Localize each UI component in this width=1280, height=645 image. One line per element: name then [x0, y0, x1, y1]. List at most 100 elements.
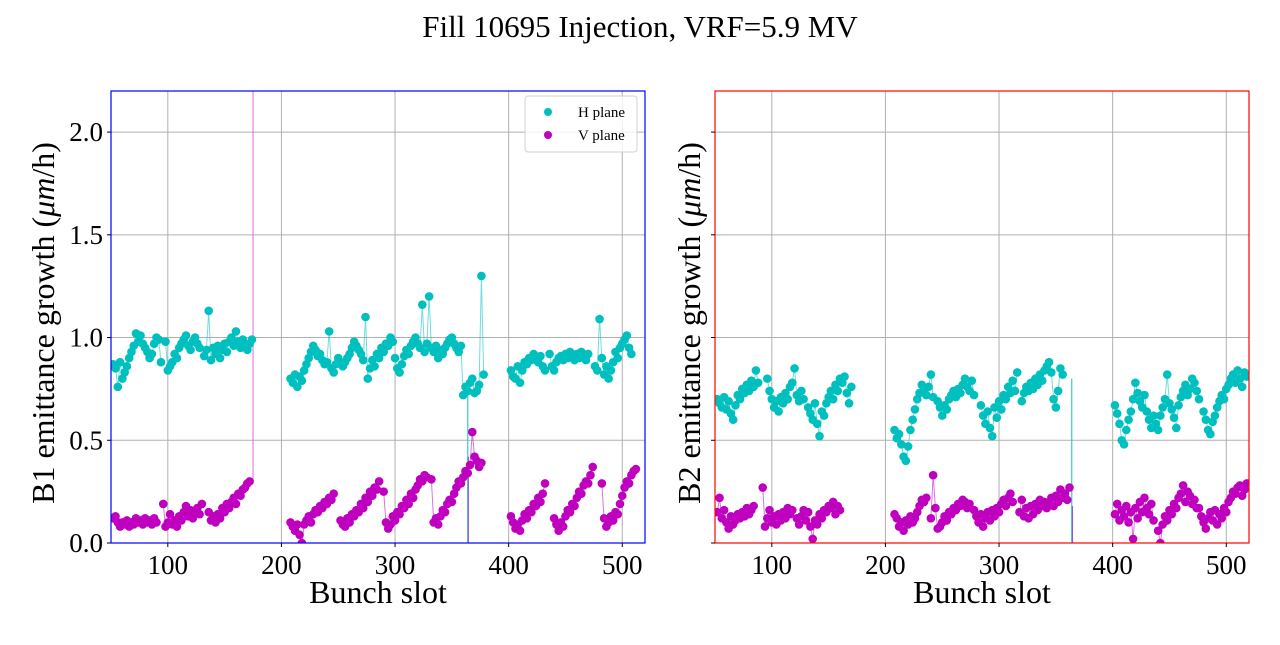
h-plane-point: [293, 382, 302, 392]
h-plane-point: [1131, 378, 1140, 388]
v-plane-point: [177, 516, 186, 525]
v-plane-point: [404, 499, 413, 509]
h-plane-point: [753, 378, 763, 388]
h-plane-point: [787, 378, 797, 388]
y-axis-label: B2 emittance growth (μm/h): [671, 142, 707, 504]
h-plane-point: [122, 362, 132, 371]
v-plane-point: [1131, 503, 1140, 513]
legend-marker-v-plane: [544, 131, 552, 139]
v-plane-point: [197, 499, 207, 509]
figure-title: Fill 10695 Injection, VRF=5.9 MV: [422, 9, 858, 44]
h-plane-point: [937, 411, 947, 420]
h-plane-point: [1133, 388, 1142, 398]
v-plane-point: [719, 505, 729, 515]
h-plane-point: [1235, 374, 1245, 383]
x-tick-label: 400: [488, 550, 529, 580]
h-plane-point: [1037, 376, 1047, 385]
x-tick-label: 200: [261, 550, 302, 580]
h-plane-point: [1110, 401, 1120, 410]
v-plane-point: [615, 499, 625, 509]
x-tick-label: 200: [865, 550, 906, 580]
v-plane-point: [477, 458, 486, 468]
v-plane-point: [1194, 503, 1204, 513]
v-plane-point: [1153, 526, 1163, 535]
v-plane-point: [527, 507, 536, 517]
v-plane-point: [465, 460, 475, 470]
h-plane-point: [370, 362, 379, 371]
v-plane-point: [158, 499, 168, 509]
v-plane-point: [613, 509, 623, 519]
v-plane-point: [931, 503, 940, 513]
h-plane-point: [994, 396, 1004, 406]
h-plane-point: [762, 374, 772, 383]
h-plane-point: [231, 327, 241, 336]
y-tick-label: 0.0: [69, 528, 103, 558]
v-plane-point: [215, 514, 225, 523]
h-plane-point: [735, 394, 745, 404]
h-plane-point: [1124, 415, 1133, 425]
v-plane-point: [1167, 509, 1177, 519]
axes-frame: [110, 90, 646, 544]
v-plane-point: [1133, 514, 1142, 523]
h-plane-point: [297, 376, 307, 385]
h-plane-point: [583, 349, 593, 359]
h-plane-point: [1008, 376, 1017, 385]
v-plane-point: [1242, 479, 1249, 488]
v-plane-point: [812, 520, 822, 529]
h-plane-point: [479, 370, 488, 379]
h-plane-point: [833, 386, 843, 396]
v-plane-point: [808, 534, 818, 543]
h-plane-point: [1115, 419, 1124, 429]
h-plane-point: [606, 366, 616, 375]
h-plane-point: [113, 382, 123, 392]
v-plane-point: [801, 516, 811, 525]
h-plane-point: [922, 390, 931, 400]
h-plane-point: [1044, 357, 1054, 367]
v-plane-point: [1201, 524, 1211, 533]
h-plane-point: [161, 337, 170, 346]
v-plane-point: [293, 520, 302, 529]
h-plane-point: [388, 337, 398, 346]
v-plane-point: [631, 464, 641, 474]
h-plane-point: [1167, 405, 1177, 414]
h-plane-point: [324, 327, 334, 336]
h-plane-point: [924, 382, 933, 392]
h-plane-point: [990, 403, 999, 412]
h-plane-point: [227, 333, 236, 342]
v-plane-point: [306, 518, 316, 527]
v-plane-point: [1190, 495, 1199, 505]
h-plane-point: [731, 401, 740, 410]
h-plane-point: [906, 425, 915, 435]
v-plane-point: [172, 522, 182, 531]
v-plane-point: [1181, 497, 1190, 507]
h-plane-point: [156, 357, 166, 367]
h-plane-point: [812, 419, 822, 429]
h-plane-point: [1242, 372, 1249, 381]
h-plane-point: [799, 394, 808, 404]
x-tick-label: 100: [148, 550, 189, 580]
v-plane-point: [1162, 516, 1172, 525]
h-plane-point: [1121, 425, 1131, 435]
h-plane-point: [424, 292, 434, 301]
h-plane-point: [329, 368, 338, 377]
h-plane-point: [395, 368, 404, 377]
h-plane-point: [724, 396, 733, 406]
v-plane-point: [1212, 520, 1222, 529]
h-plane-point: [456, 341, 466, 351]
v-plane-point: [245, 477, 254, 486]
v-plane-point: [588, 462, 598, 472]
v-plane-point: [345, 518, 354, 527]
h-plane-point: [1158, 403, 1167, 412]
h-plane-point: [1210, 411, 1220, 420]
v-plane-point: [1001, 501, 1011, 511]
h-plane-point: [815, 431, 824, 441]
x-tick-label: 500: [1206, 550, 1247, 580]
v-plane-point: [608, 516, 618, 525]
h-plane-point: [842, 388, 852, 398]
v-plane-point: [758, 483, 768, 492]
h-plane-point: [969, 390, 979, 400]
h-plane-point: [840, 372, 849, 381]
h-plane-point: [374, 353, 384, 363]
h-plane-point: [942, 405, 952, 414]
h-plane-point: [1206, 429, 1215, 439]
